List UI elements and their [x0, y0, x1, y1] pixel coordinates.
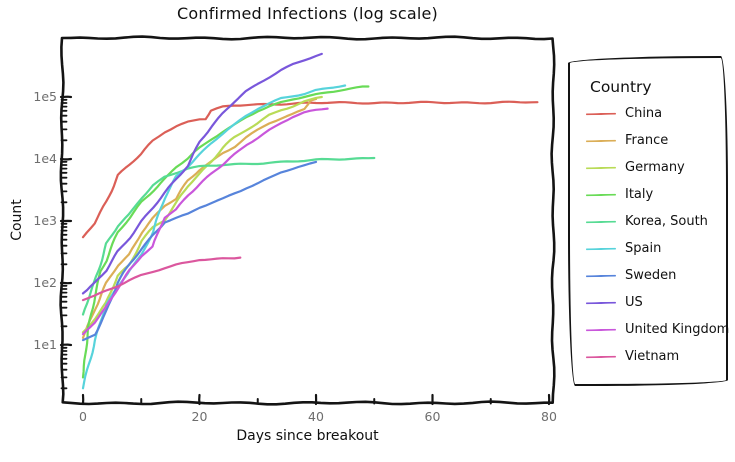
legend-title: Country — [590, 78, 652, 96]
legend-item: Spain — [585, 235, 718, 262]
legend-label: Italy — [625, 187, 654, 202]
legend-swatch-line — [585, 139, 617, 142]
legend-label: Korea, South — [625, 214, 708, 229]
series-line-spain — [81, 84, 347, 390]
series-line-us — [81, 52, 323, 295]
legend-item: US — [585, 289, 718, 316]
legend-label: Sweden — [625, 268, 677, 283]
series-line-united-kingdom — [81, 107, 329, 336]
chart-title: Confirmed Infections (log scale) — [177, 4, 438, 23]
series-line-korea-south — [81, 156, 376, 316]
series-line-germany — [81, 95, 323, 334]
series-line-italy — [81, 85, 370, 379]
legend-item: France — [585, 127, 718, 154]
legend-swatch-line — [585, 301, 617, 304]
y-tick-label: 1e5 — [33, 89, 57, 104]
legend-swatch-line — [585, 220, 617, 223]
legend-item: United Kingdom — [585, 316, 729, 343]
legend-swatch-line — [585, 112, 617, 115]
y-axis-label: Count — [9, 199, 25, 241]
y-tick-label: 1e1 — [33, 337, 57, 352]
legend: Country China France Germany Italy Korea, So… — [568, 56, 729, 386]
legend-swatch-line — [585, 247, 617, 250]
legend-label: Germany — [625, 160, 685, 175]
legend-items: China France Germany Italy Korea, South Spain… — [585, 100, 729, 370]
legend-item: Germany — [585, 154, 718, 181]
legend-label: China — [625, 106, 663, 121]
y-tick-label: 1e3 — [33, 213, 57, 228]
legend-item: Italy — [585, 181, 718, 208]
legend-item: Vietnam — [585, 343, 718, 370]
legend-swatch-line — [585, 274, 617, 277]
x-tick-label: 80 — [541, 409, 557, 424]
plot-frame — [59, 35, 556, 406]
series-line-france — [81, 97, 318, 339]
x-tick-label: 20 — [192, 409, 208, 424]
legend-item: China — [585, 100, 718, 127]
x-axis-label: Days since breakout — [236, 428, 379, 444]
legend-label: United Kingdom — [625, 322, 730, 337]
legend-label: France — [625, 133, 669, 148]
x-tick-label: 60 — [425, 409, 441, 424]
legend-swatch-line — [585, 193, 617, 196]
legend-label: Vietnam — [625, 349, 680, 364]
legend-swatch-line — [585, 355, 617, 358]
x-tick-label: 0 — [79, 409, 87, 424]
y-tick-label: 1e4 — [33, 151, 57, 166]
legend-label: Spain — [625, 241, 662, 256]
x-tick-label: 40 — [308, 409, 324, 424]
legend-item: Sweden — [585, 262, 718, 289]
legend-label: US — [625, 295, 643, 310]
legend-swatch-line — [585, 328, 617, 331]
legend-swatch-line — [585, 166, 617, 169]
legend-item: Korea, South — [585, 208, 718, 235]
series-line-vietnam — [81, 256, 242, 302]
y-tick-label: 1e2 — [33, 275, 57, 290]
series-line-china — [81, 100, 539, 239]
